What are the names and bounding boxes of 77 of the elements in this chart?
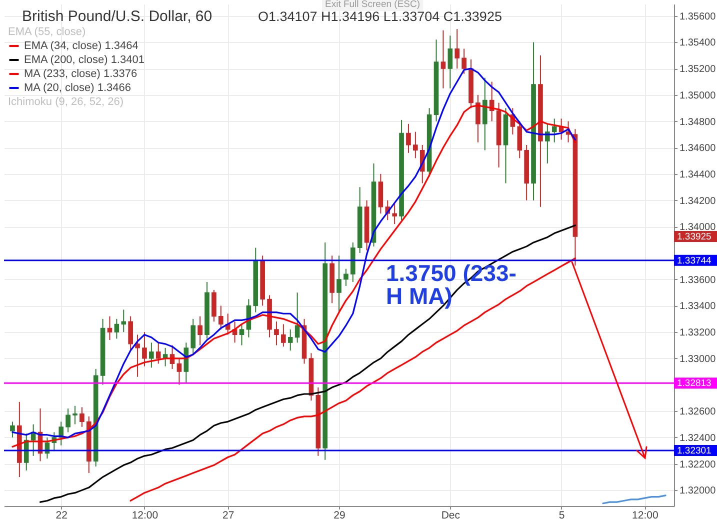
line-series xyxy=(602,494,666,504)
x-tick-label: 5 xyxy=(558,510,565,519)
candlestick xyxy=(440,30,446,89)
candlestick xyxy=(294,292,300,344)
y-tick-label: 1.33600 xyxy=(680,274,716,286)
candlestick xyxy=(114,318,120,340)
candlestick xyxy=(176,358,182,386)
candlestick xyxy=(156,342,161,364)
chart-title: British Pound/U.S. Dollar, 60 xyxy=(22,8,212,26)
candlestick xyxy=(552,118,557,143)
ref-line-label: 1.33744 xyxy=(677,255,712,266)
candlestick xyxy=(218,305,224,330)
y-tick-label: 1.34600 xyxy=(680,143,716,154)
y-tick-label: 1.33000 xyxy=(680,354,716,365)
candlestick xyxy=(274,321,279,346)
line-series xyxy=(39,224,576,503)
candlestick xyxy=(24,433,29,471)
y-tick-label: 1.34400 xyxy=(680,169,716,180)
candlestick xyxy=(392,202,397,225)
y-tick-label: 1.35200 xyxy=(680,64,716,76)
candlestick xyxy=(406,123,411,154)
x-tick-label: 12:00 xyxy=(132,510,158,519)
legend-label: EMA (200, close) 1.3401 xyxy=(24,54,144,66)
x-tick-label: 27 xyxy=(222,510,234,519)
x-tick-label: Dec xyxy=(441,510,460,519)
y-tick-label: 1.34800 xyxy=(680,116,716,128)
candlestick xyxy=(121,309,126,333)
y-tick-label: 1.34000 xyxy=(680,222,716,234)
x-tick-label: 22 xyxy=(56,510,68,519)
y-tick-label: 1.32200 xyxy=(680,459,716,470)
candlestick xyxy=(482,77,488,151)
candlestick xyxy=(72,405,78,425)
y-tick-label: 1.34200 xyxy=(680,196,716,207)
candlestick xyxy=(10,421,15,438)
candlestick xyxy=(190,318,196,355)
candlestick xyxy=(448,35,453,89)
candlestick xyxy=(344,268,348,286)
candlestick xyxy=(184,342,189,384)
candlestick xyxy=(413,131,418,159)
ref-line-label: 1.32813 xyxy=(677,378,712,390)
line-series xyxy=(130,257,576,502)
annotation: Exit Full Screen (ESC) xyxy=(322,0,424,11)
candlestick xyxy=(107,316,112,340)
y-tick-label: 1.32400 xyxy=(680,432,716,444)
annotation: Ichimoku (9, 26, 52, 26) xyxy=(8,96,124,109)
y-tick-label: 1.35000 xyxy=(680,90,716,102)
candlestick xyxy=(454,28,460,70)
candlestick xyxy=(198,316,202,346)
candlestick xyxy=(80,406,84,428)
candlestick xyxy=(288,328,293,352)
annotation: EMA (55, close) xyxy=(8,26,86,39)
y-tick-label: 1.32600 xyxy=(680,406,716,418)
candlestick xyxy=(135,334,140,378)
candlestick xyxy=(476,94,480,143)
candlestick xyxy=(142,332,147,367)
annotation: O1.34107 H1.34196 L1.33704 C1.33925 xyxy=(258,9,502,25)
x-tick-label: 12:00 xyxy=(632,510,658,519)
candlestick xyxy=(128,316,133,352)
candlestick xyxy=(239,324,244,346)
candlestick xyxy=(58,421,64,446)
candlestick xyxy=(66,408,70,433)
legend-label: EMA (34, close) 1.3464 xyxy=(24,40,138,52)
y-tick-label: 1.32000 xyxy=(680,486,716,497)
candlestick xyxy=(212,289,216,322)
x-tick-label: 29 xyxy=(334,510,346,519)
text: 1.33925 xyxy=(677,232,712,243)
candlestick xyxy=(462,48,466,74)
y-tick-label: 1.33400 xyxy=(680,301,716,312)
ref-line-label: 1.32301 xyxy=(677,446,712,457)
candlestick xyxy=(281,324,286,348)
legend-label: MA (20, close) 1.3466 xyxy=(24,82,132,94)
y-tick-label: 1.35400 xyxy=(680,38,716,49)
candlestick xyxy=(149,342,154,368)
y-tick-label: 1.35600 xyxy=(680,11,716,22)
legend-label: MA (233, close) 1.3376 xyxy=(24,68,138,80)
y-tick-label: 1.33200 xyxy=(680,328,716,339)
candlestick xyxy=(336,255,342,313)
